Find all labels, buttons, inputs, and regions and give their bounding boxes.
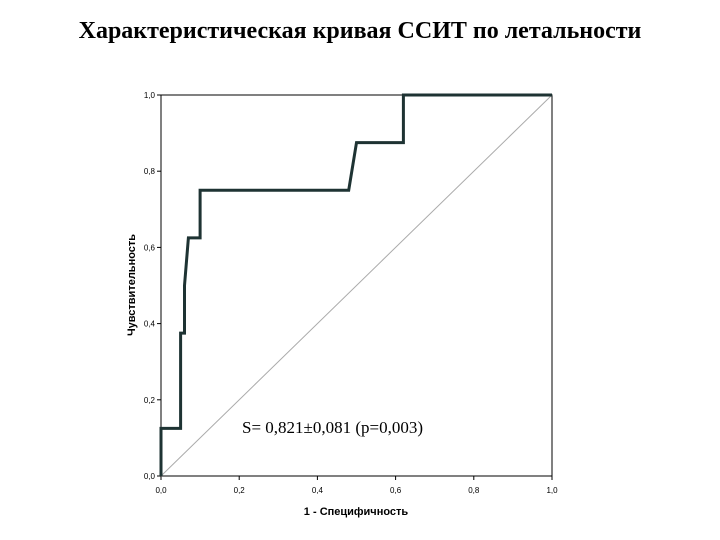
x-axis-label: 1 - Специфичность — [304, 506, 409, 518]
y-tick-label: 0,8 — [144, 167, 156, 176]
slide-title: Характеристическая кривая ССИТ по леталь… — [78, 18, 642, 44]
x-tick-label: 0,4 — [312, 486, 324, 495]
axis-tick-labels: 0,0 0,0 0,2 0,2 0,4 0,4 0,6 0,6 0,8 0,8 1,0 1,0 — [144, 91, 558, 495]
y-axis-label: Чувствительность — [126, 234, 138, 336]
y-tick-label: 0,4 — [144, 320, 156, 329]
reference-diagonal-line — [160, 94, 553, 477]
x-tick-label: 0,0 — [155, 486, 167, 495]
y-tick-label: 0,0 — [144, 472, 156, 481]
axis-ticks — [157, 94, 553, 480]
y-tick-label: 0,2 — [144, 396, 156, 405]
x-tick-label: 0,8 — [468, 486, 480, 495]
y-tick-label: 1,0 — [144, 91, 156, 100]
x-tick-label: 0,2 — [234, 486, 246, 495]
x-tick-label: 0,6 — [390, 486, 402, 495]
x-tick-label: 1,0 — [546, 486, 558, 495]
y-tick-label: 0,6 — [144, 243, 156, 252]
auc-annotation: S= 0,821±0,081 (p=0,003) — [242, 418, 423, 437]
roc-curve-line — [159, 93, 552, 476]
